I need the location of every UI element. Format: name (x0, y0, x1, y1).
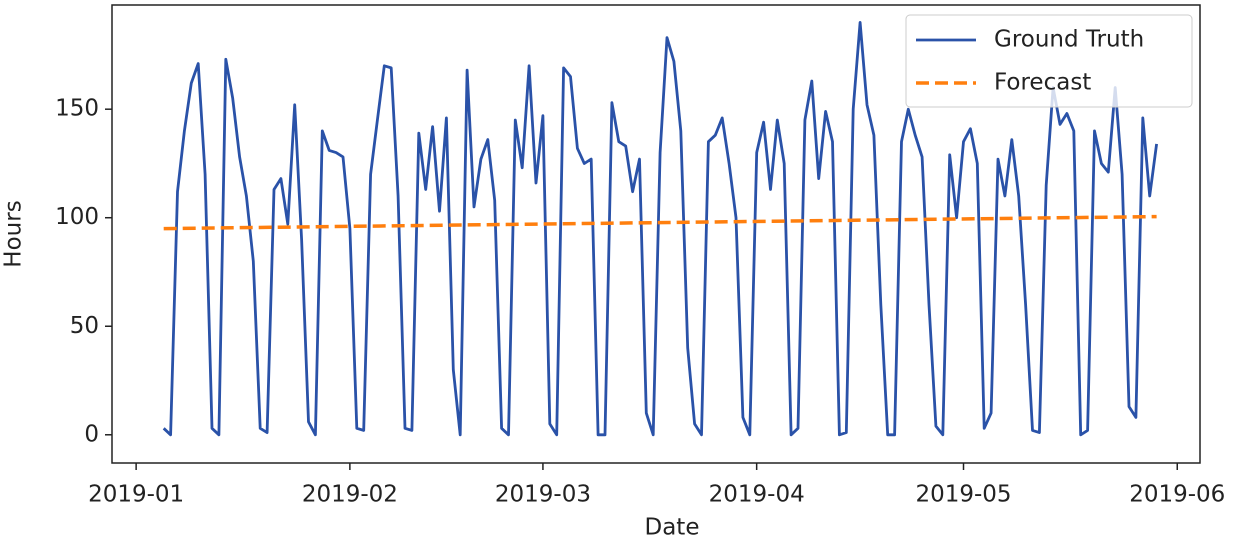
series-line (162, 21, 1158, 437)
x-tick-label: 2019-03 (495, 482, 591, 508)
x-tick-label: 2019-02 (302, 482, 398, 508)
x-tick-label: 2019-06 (1129, 482, 1225, 508)
y-tick-label: 0 (84, 421, 99, 447)
y-tick-label: 50 (70, 313, 99, 339)
x-tick-label: 2019-05 (915, 482, 1011, 508)
legend-label: Forecast (994, 70, 1091, 96)
legend-box (905, 14, 1193, 108)
plot-frame (111, 4, 1201, 464)
x-tick-label: 2019-01 (88, 482, 184, 508)
x-axis-label: Date (645, 515, 700, 541)
x-tick-label: 2019-04 (709, 482, 805, 508)
y-axis-label: Hours (1, 200, 27, 267)
y-tick-label: 150 (55, 96, 99, 122)
y-tick-label: 100 (55, 204, 99, 230)
series-line (163, 214, 1157, 231)
legend-label: Ground Truth (994, 27, 1144, 53)
